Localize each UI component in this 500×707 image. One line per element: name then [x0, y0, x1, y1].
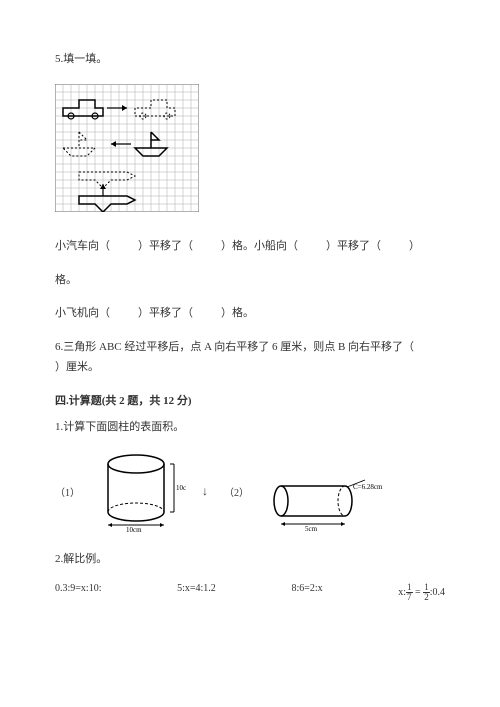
q5-l1-end: ）: [409, 240, 420, 252]
q5-l3-mid: ）平移了（: [138, 307, 193, 319]
ratio4: x:17 = 12:0.4: [398, 583, 445, 602]
r4-end: :0.4: [430, 587, 445, 598]
down-arrow-icon: ↓: [202, 484, 208, 499]
q5-line2: 格。: [55, 271, 445, 291]
cyl2-circumference: C=6.28cm: [353, 483, 383, 491]
q6-pre: 6.三角形 ABC 经过平移后，点 A 向右平移了 6 厘米，则点 B 向右平移…: [55, 341, 414, 353]
q4-2-title: 2.解比例。: [55, 550, 445, 570]
cyl1-height: 10cm: [176, 484, 186, 492]
ratio3: 8:6=2:x: [291, 583, 322, 602]
q5-l3-end: ）格。: [221, 307, 254, 319]
q5-line1: 小汽车向（ ）平移了（ ）格。小船向（ ）平移了（ ）: [55, 237, 445, 257]
q5-l3-pre: 小飞机向（: [55, 307, 110, 319]
ratio-equations: 0.3:9=x:10: 5:x=4:1.2 8:6=2:x x:17 = 12:…: [55, 583, 445, 602]
q4-1-title: 1.计算下面圆柱的表面积。: [55, 418, 445, 438]
q5-title: 5.填一填。: [55, 50, 445, 70]
cylinder-figures: （1） 10cm 10cm ↓ （2） C=6.28cm 5cm: [55, 452, 445, 532]
r4-mid: =: [413, 587, 424, 598]
cyl2-length: 5cm: [305, 525, 318, 532]
q5-line3: 小飞机向（ ）平移了（ ）格。: [55, 304, 445, 324]
q6-end: ）厘米。: [55, 361, 99, 373]
cyl1-diameter: 10cm: [126, 526, 142, 532]
section4-title: 四.计算题(共 2 题，共 12 分): [55, 392, 445, 408]
cylinder1: 10cm 10cm: [96, 452, 186, 532]
fig2-label: （2）: [224, 484, 249, 499]
q6-text: 6.三角形 ABC 经过平移后，点 A 向右平移了 6 厘米，则点 B 向右平移…: [55, 338, 445, 378]
cylinder2: C=6.28cm 5cm: [265, 477, 385, 532]
q5-grid-figure: [55, 84, 445, 217]
r4-pre: x:: [398, 587, 406, 598]
q5-l1-m1: ）平移了（: [138, 240, 193, 252]
fig1-label: （1）: [55, 484, 80, 499]
q5-l1-pre: 小汽车向（: [55, 240, 110, 252]
q5-l1-m3: ）平移了（: [326, 240, 381, 252]
q5-l1-m2: ）格。小船向（: [221, 240, 298, 252]
ratio2: 5:x=4:1.2: [177, 583, 216, 602]
ratio1: 0.3:9=x:10:: [55, 583, 101, 602]
